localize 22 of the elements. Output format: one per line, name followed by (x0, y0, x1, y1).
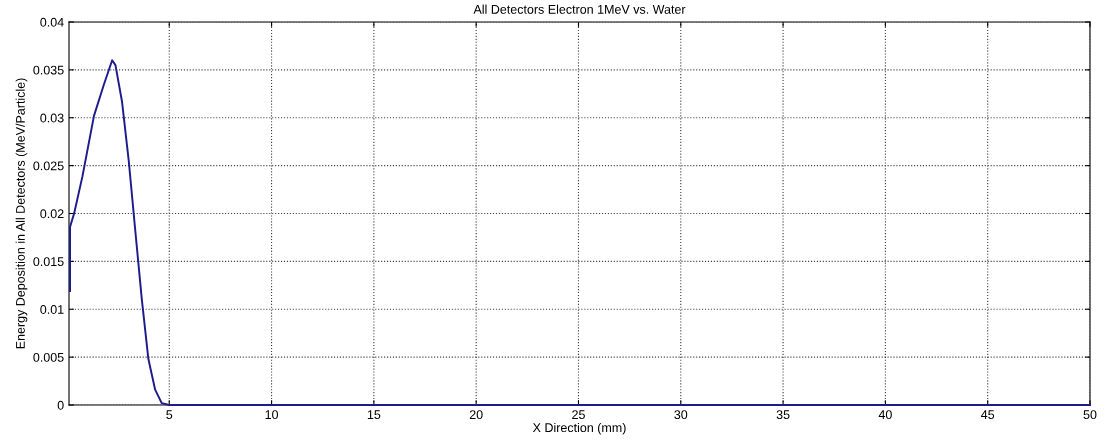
y-tick-label: 0 (57, 400, 64, 410)
y-tick-label: 0.035 (33, 65, 64, 75)
x-axis-title: X Direction (mm) (532, 422, 626, 435)
x-tick-label: 50 (1083, 410, 1097, 420)
y-tick-label: 0.04 (40, 17, 64, 27)
chart-title: All Detectors Electron 1MeV vs. Water (473, 4, 686, 14)
y-tick-label: 0.02 (40, 209, 64, 219)
y-tick-label: 0.025 (33, 161, 64, 171)
x-tick-label: 40 (878, 410, 892, 420)
x-tick-label: 30 (674, 410, 688, 420)
x-tick-label: 5 (166, 410, 173, 420)
y-tick-label: 0.03 (40, 113, 64, 123)
y-axis-title: Energy Deposition in All Detectors (MeV/Particle) (15, 78, 28, 349)
x-tick-label: 20 (469, 410, 483, 420)
x-tick-label: 15 (367, 410, 381, 420)
y-tick-label: 0.01 (40, 305, 64, 314)
x-tick-label: 25 (572, 410, 585, 420)
y-tick-label: 0.015 (33, 257, 64, 267)
x-tick-label: 10 (265, 410, 279, 420)
x-tick-label: 35 (776, 410, 790, 420)
x-tick-label: 45 (981, 410, 995, 420)
y-tick-label: 0.005 (33, 352, 64, 362)
